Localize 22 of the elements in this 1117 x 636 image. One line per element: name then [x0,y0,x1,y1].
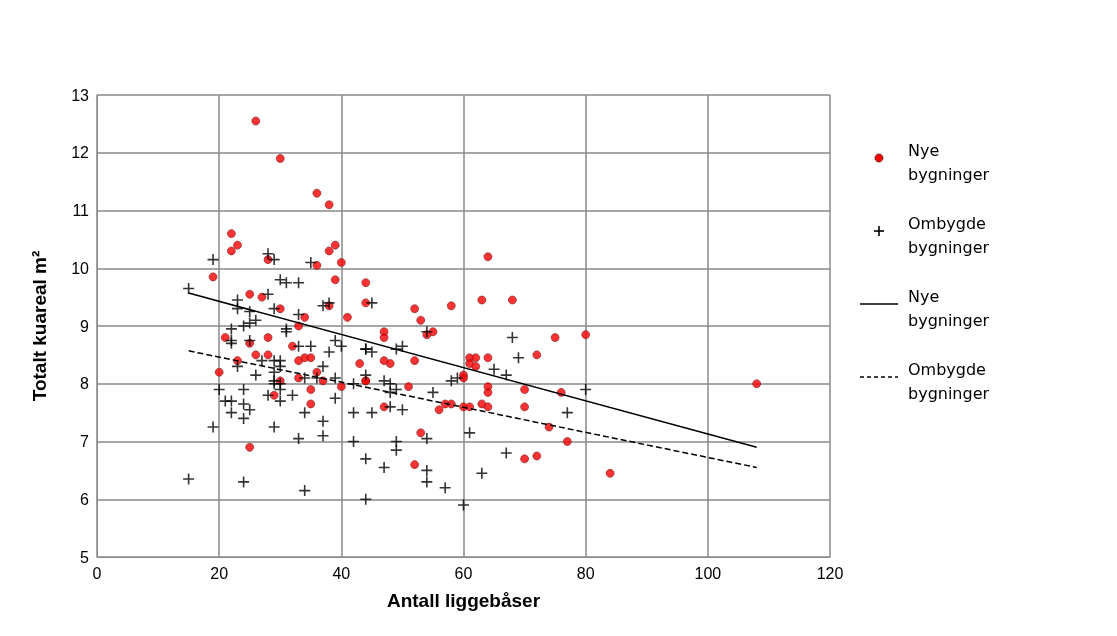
legend-label: Ombygde bygninger [908,213,990,257]
y-tick-label: 11 [72,202,90,219]
x-tick-label: 100 [694,564,722,582]
legend-label: Nye bygninger [908,140,990,184]
y-tick-label: 10 [71,259,90,277]
legend-label: Ombygde bygninger [908,359,990,403]
x-tick-label: 20 [210,564,229,582]
x-tick-label: 40 [332,564,351,582]
y-tick-label: 7 [80,433,90,450]
x-axis-title: Antall liggebåser [386,590,541,611]
y-tick-label: 9 [80,317,90,335]
y-tick-label: 6 [80,490,90,508]
x-tick-label: 0 [92,564,102,582]
x-tick-label: 60 [454,564,473,582]
y-axis-title: Totalt kuareal m² [29,250,50,402]
y-tick-label: 13 [71,86,90,104]
y-tick-label: 5 [80,548,90,566]
x-tick-label: 80 [576,564,595,582]
x-tick-label: 120 [816,564,844,582]
y-tick-label: 8 [80,375,90,393]
legend-label: Nye bygninger [908,286,990,330]
y-tick-label: 12 [71,144,90,162]
